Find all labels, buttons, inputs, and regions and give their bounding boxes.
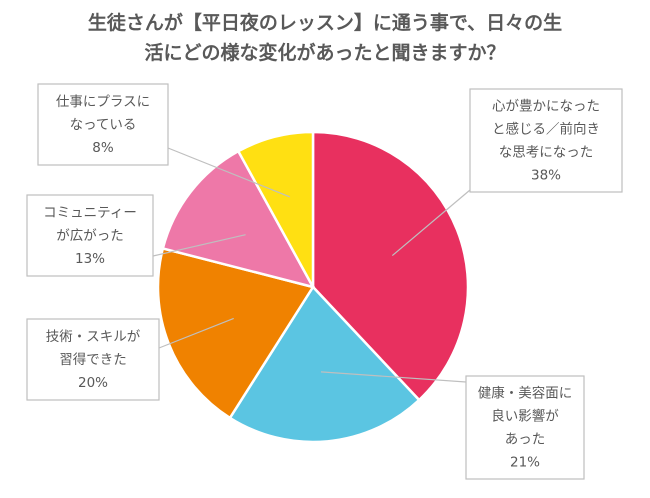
callout-box — [26, 318, 160, 401]
pie-slice-1 — [311, 130, 470, 402]
callout-box — [469, 88, 623, 193]
chart-title: 生徒さんが【平日夜のレッスン】に通う事で、日々の生 活にどの様な変化があったと聞… — [0, 8, 650, 68]
slice-category-label: コミュニティー — [43, 205, 137, 221]
slice-category-label: 仕事にプラスに — [56, 94, 150, 110]
callout-leader-line — [167, 147, 291, 198]
slice-percent-label: 8% — [92, 140, 114, 156]
slice-category-label: 良い影響が — [491, 408, 559, 425]
slice-category-label: 心が豊かになった — [492, 99, 600, 115]
callout-box — [26, 194, 154, 277]
slice-category-label: なっている — [70, 117, 137, 133]
slice-percent-label: 13% — [75, 251, 105, 267]
callout-leader-line — [158, 317, 234, 349]
chart-title-line-1: 生徒さんが【平日夜のレッスン】に通う事で、日々の生 — [87, 12, 563, 34]
slice-category-label: な思考になった — [499, 145, 594, 161]
callout-leader-line — [391, 189, 471, 257]
callout-leader-line — [152, 234, 246, 257]
callout-box — [465, 375, 585, 480]
pie-slice-5 — [236, 130, 315, 288]
slice-category-label: と感じる／前向き — [492, 121, 600, 138]
pie-slices — [156, 130, 470, 444]
pie-slice-4 — [161, 149, 316, 289]
slice-category-label: あった — [505, 432, 546, 448]
slice-percent-label: 21% — [510, 455, 540, 471]
slice-category-label: が広がった — [56, 228, 124, 244]
slice-percent-label: 20% — [78, 375, 108, 391]
callout-box — [37, 83, 169, 166]
callout-leader-line — [320, 371, 467, 383]
slice-category-label: 習得できた — [59, 351, 127, 368]
slice-percent-label: 38% — [531, 168, 561, 184]
chart-title-line-2: 活にどの様な変化があったと聞きますか？ — [144, 42, 506, 64]
pie-slice-2 — [228, 284, 421, 444]
slice-category-label: 健康・美容面に — [478, 385, 573, 402]
slice-category-label: 技術・スキルが — [46, 329, 141, 345]
